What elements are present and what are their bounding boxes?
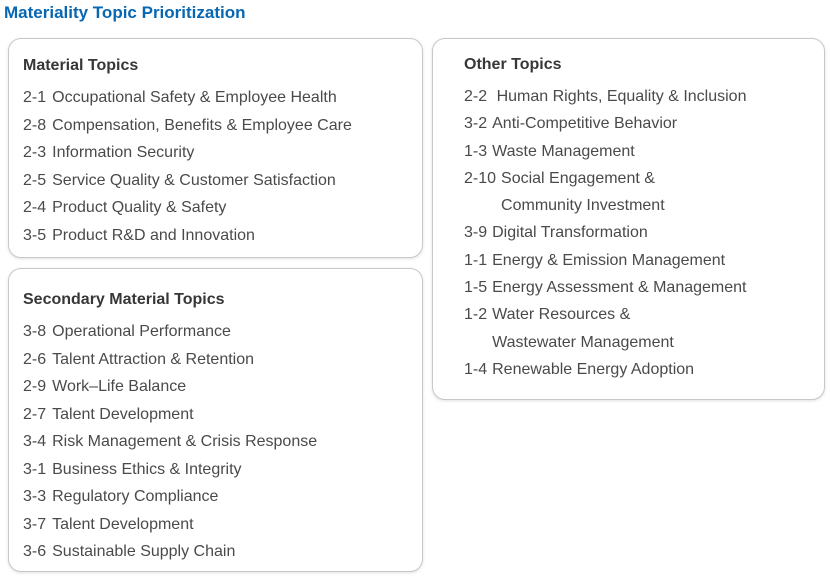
topic-label: Talent Development	[52, 405, 194, 423]
topic-id: 1-4	[464, 360, 488, 378]
topic-id: 2-5	[23, 171, 47, 189]
topic-id: 3-2	[464, 115, 488, 133]
topic-item: 3-6 Sustainable Supply Chain	[23, 538, 414, 566]
topic-id: 3-1	[23, 460, 47, 478]
topic-item: 2-8 Compensation, Benefits & Employee Ca…	[23, 112, 414, 140]
topic-item: 3-9 Digital Transformation	[464, 219, 816, 246]
topic-item: 1-4 Renewable Energy Adoption	[464, 356, 816, 383]
topic-id: 1-5	[464, 279, 488, 297]
topic-label: Service Quality & Customer Satisfaction	[52, 171, 336, 189]
topic-label: Human Rights, Equality & Inclusion	[492, 88, 747, 105]
topic-label: Talent Development	[52, 515, 194, 533]
topic-label: Energy & Emission Management	[492, 251, 726, 269]
topic-item: 3-1 Business Ethics & Integrity	[23, 456, 414, 484]
topic-item: 1-2 Water Resources & Wastewater Managem…	[464, 301, 816, 356]
topic-id: 3-9	[464, 224, 488, 242]
topic-label: Sustainable Supply Chain	[52, 543, 236, 560]
topic-item: 3-3 Regulatory Compliance	[23, 483, 414, 511]
topic-id: 3-5	[23, 226, 47, 244]
topic-id: 2-8	[23, 116, 47, 134]
other-topics-heading: Other Topics	[464, 56, 562, 73]
topic-item: 3-4 Risk Management & Crisis Response	[23, 428, 414, 456]
topic-label: Operational Performance	[52, 323, 231, 340]
topic-id: 2-9	[23, 378, 47, 395]
topic-item: 2-3 Information Security	[23, 139, 414, 167]
topic-id: 3-4	[23, 433, 47, 450]
topic-id: 2-10	[464, 169, 497, 187]
topic-item: 1-3 Waste Management	[464, 138, 816, 165]
topic-id: 2-3	[23, 144, 47, 161]
topic-label: Work–Life Balance	[52, 378, 187, 395]
topic-label: Social Engagement & Community Investment	[501, 169, 665, 215]
topic-label: Occupational Safety & Employee Health	[52, 89, 337, 106]
topic-id: 2-6	[23, 350, 47, 368]
topic-id: 3-6	[23, 543, 47, 560]
topic-id: 3-7	[23, 515, 47, 533]
topic-id: 1-3	[464, 142, 488, 160]
topic-item: 2-5 Service Quality & Customer Satisfact…	[23, 167, 414, 195]
topic-item: 1-1 Energy & Emission Management	[464, 247, 816, 274]
topic-label: Digital Transformation	[492, 224, 648, 242]
other-topics-box: Other Topics 2-2 Human Rights, Equality …	[432, 38, 825, 400]
topic-item: 2-4 Product Quality & Safety	[23, 194, 414, 222]
other-topics-list: 2-2 Human Rights, Equality & Inclusion 3…	[464, 83, 816, 383]
topic-id: 1-1	[464, 251, 488, 269]
topic-label: Compensation, Benefits & Employee Care	[52, 116, 352, 134]
topic-item: 3-5 Product R&D and Innovation	[23, 222, 414, 250]
topic-item: 3-7 Talent Development	[23, 511, 414, 539]
material-topics-list: 2-1 Occupational Safety & Employee Healt…	[23, 84, 414, 249]
material-topics-box: Material Topics 2-1 Occupational Safety …	[8, 38, 423, 258]
topic-label: Renewable Energy Adoption	[492, 360, 695, 378]
topic-item: 2-9 Work–Life Balance	[23, 373, 414, 401]
topic-label: Product Quality & Safety	[52, 199, 227, 216]
topic-item: 2-6 Talent Attraction & Retention	[23, 346, 414, 374]
topic-label: Water Resources & Wastewater Management	[492, 306, 674, 351]
topic-id: 3-8	[23, 323, 47, 340]
topic-item: 1-5 Energy Assessment & Management	[464, 274, 816, 301]
topic-item: 3-8 Operational Performance	[23, 318, 414, 346]
topic-item: 2-7 Talent Development	[23, 401, 414, 429]
topic-label: Anti-Competitive Behavior	[492, 115, 678, 133]
topic-item: 3-2 Anti-Competitive Behavior	[464, 110, 816, 137]
topic-label: Talent Attraction & Retention	[52, 350, 255, 368]
topic-id: 1-2	[464, 306, 488, 324]
page-title: Materiality Topic Prioritization	[4, 3, 246, 22]
topic-label: Product R&D and Innovation	[52, 226, 255, 244]
topic-id: 2-7	[23, 405, 47, 423]
topic-id: 2-2	[464, 88, 488, 105]
material-topics-heading: Material Topics	[23, 57, 139, 74]
topic-label: Waste Management	[492, 142, 635, 160]
topic-id: 2-4	[23, 199, 47, 216]
secondary-material-topics-box: Secondary Material Topics 3-8 Operationa…	[8, 268, 423, 572]
secondary-material-topics-list: 3-8 Operational Performance 2-6 Talent A…	[23, 318, 414, 566]
topic-label: Information Security	[52, 144, 195, 161]
secondary-material-topics-heading: Secondary Material Topics	[23, 291, 225, 308]
topic-label: Risk Management & Crisis Response	[52, 433, 318, 450]
topic-label: Regulatory Compliance	[52, 488, 219, 505]
topic-label: Energy Assessment & Management	[492, 279, 747, 297]
topic-item: 2-1 Occupational Safety & Employee Healt…	[23, 84, 414, 112]
topic-label: Business Ethics & Integrity	[52, 460, 242, 478]
topic-id: 3-3	[23, 488, 47, 505]
topic-item: 2-2 Human Rights, Equality & Inclusion	[464, 83, 816, 110]
topic-item: 2-10 Social Engagement & Community Inves…	[464, 165, 816, 220]
topic-id: 2-1	[23, 89, 47, 106]
